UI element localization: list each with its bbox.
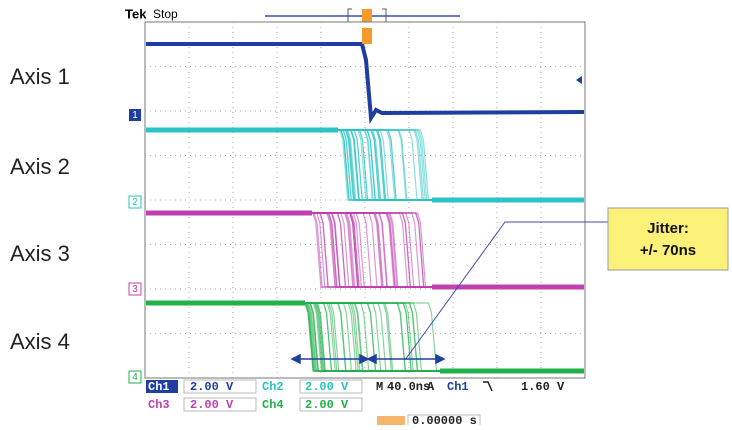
scope-screenshot: Tek Stop Axis 1 Axis 2 Axis 3 Axis 4 1 2…	[0, 0, 732, 425]
brand: Tek	[125, 6, 147, 21]
axis-label: Axis 4	[10, 329, 70, 354]
status-item: 2.00 V	[190, 398, 234, 412]
status-item: A	[427, 380, 435, 394]
trigger-time: 0.00000 s	[412, 414, 477, 425]
axis-label: Axis 3	[10, 241, 70, 266]
callout-text: +/- 70ns	[640, 242, 696, 259]
callout-box	[608, 208, 728, 270]
slope-icon	[483, 382, 492, 391]
status-item: Ch1	[447, 380, 469, 394]
axis-label: Axis 1	[10, 64, 70, 89]
status-item: 2.00 V	[190, 380, 234, 394]
trigger-marker	[362, 28, 372, 44]
axis-label: Axis 2	[10, 154, 70, 179]
status-item: 1.60 V	[521, 380, 565, 394]
status-item: 2.00 V	[305, 380, 349, 394]
ch-marker: 3	[132, 284, 138, 295]
acq-status: Stop	[153, 7, 178, 21]
status-item: Ch2	[262, 380, 284, 394]
status-item: Ch4	[262, 398, 284, 412]
callout-text: Jitter:	[647, 220, 689, 237]
trigger-pos	[362, 9, 372, 23]
ch-marker: 2	[132, 197, 138, 208]
status-item: 40.0ns	[387, 380, 430, 394]
trigger-icon	[377, 416, 405, 425]
status-item: Ch3	[148, 398, 170, 412]
status-item: M	[376, 380, 383, 394]
status-item: 2.00 V	[305, 398, 349, 412]
status-item: Ch1	[148, 380, 170, 394]
page: {"header": {"brand": "Tek", "status": "S…	[0, 0, 732, 425]
ch-marker: 1	[132, 110, 138, 121]
ch-marker: 4	[132, 372, 138, 383]
